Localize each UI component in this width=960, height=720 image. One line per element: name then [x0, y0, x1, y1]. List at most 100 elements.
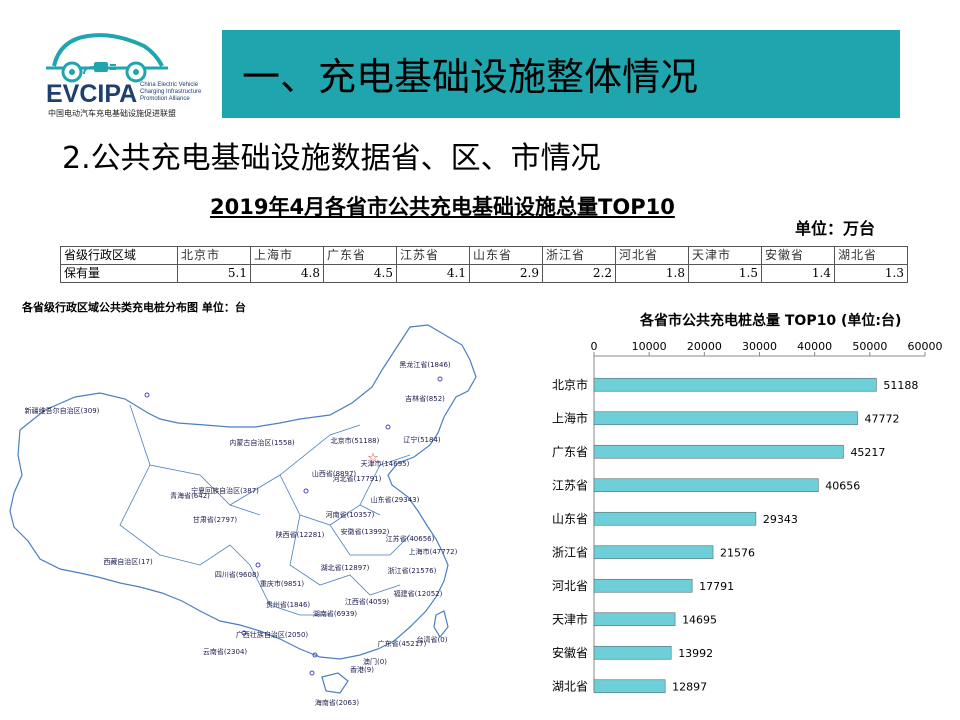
- province-table: 省级行政区域 北京市 上海市 广东省 江苏省 山东省 浙江省 河北省 天津市 安…: [60, 246, 908, 283]
- map-region-label: 甘肃省(2797): [193, 515, 238, 524]
- page-title: 一、充电基础设施整体情况: [242, 55, 699, 99]
- province-name-cell: 广东省: [323, 246, 397, 265]
- stock-value-cell: 4.5: [323, 264, 397, 283]
- category-label: 天津市: [552, 611, 588, 626]
- bar: [593, 444, 844, 459]
- category-label: 北京市: [552, 377, 588, 392]
- x-tick-label: 50000: [852, 340, 887, 353]
- map-region-label: 江苏省(40656): [386, 534, 435, 543]
- province-name-cell: 天津市: [688, 246, 762, 265]
- map-region-label: 上海市(47772): [409, 547, 458, 556]
- map-region-label: 广东省(45217): [378, 639, 427, 648]
- stock-value-cell: 4.1: [396, 264, 470, 283]
- logo-english-line-1: China Electric Vehicle: [140, 82, 199, 88]
- title-banner: 一、充电基础设施整体情况: [222, 30, 900, 118]
- province-name-row: 省级行政区域 北京市 上海市 广东省 江苏省 山东省 浙江省 河北省 天津市 安…: [60, 246, 908, 265]
- map-region-label: 广西壮族自治区(2050): [236, 630, 309, 639]
- category-label: 湖北省: [552, 678, 588, 693]
- x-tick-label: 0: [591, 340, 598, 353]
- map-region-label: 香港(9): [350, 665, 374, 674]
- city-marker-icon: [241, 630, 247, 636]
- map-region-label: 吉林省(852): [405, 394, 445, 403]
- province-boundary: [119, 404, 411, 616]
- map-region-label: 河南省(10357): [326, 510, 375, 519]
- province-name-cell: 河北省: [615, 246, 689, 265]
- map-region-label: 陕西省(12281): [276, 530, 325, 539]
- table-title: 2019年4月各省市公共充电基础设施总量TOP10: [210, 195, 675, 219]
- city-marker-icon: [437, 376, 443, 382]
- category-label: 浙江省: [552, 545, 588, 559]
- map-region-label: 海南省(2063): [315, 698, 360, 707]
- map-region-label: 湖南省(6939): [313, 609, 358, 618]
- bar: [593, 377, 877, 392]
- data-label: 51188: [883, 379, 918, 392]
- map-region-label: 浙江省(21576): [388, 566, 437, 575]
- map-region-label: 台湾省(0): [417, 635, 448, 644]
- bar: [593, 511, 757, 526]
- map-region-label: 湖北省(12897): [321, 563, 370, 572]
- map-region-label: 内蒙古自治区(1558): [229, 438, 295, 447]
- map-region-label: 辽宁(5184): [403, 435, 441, 444]
- map-title: 各省级行政区域公共类充电桩分布图 单位：台: [22, 301, 246, 314]
- map-region-label: 河北省(17791): [333, 474, 382, 483]
- stock-value-cell: 1.8: [615, 264, 689, 283]
- category-label: 河北省: [552, 579, 588, 593]
- data-label: 40656: [825, 479, 860, 492]
- map-region-label: 江西省(4059): [345, 597, 390, 606]
- data-label: 13992: [678, 647, 713, 660]
- city-marker-icon: [385, 424, 391, 430]
- map-region-label: 山西省(8897): [312, 469, 357, 478]
- stock-value-cell: 1.3: [834, 264, 908, 283]
- logo-english-line-3: Promotion Alliance: [140, 96, 190, 102]
- stock-value-cell: 2.9: [469, 264, 543, 283]
- map-region-label: 天津市(14695): [361, 459, 410, 468]
- x-tick-label: 60000: [908, 340, 943, 353]
- unit-label: 单位：万台: [795, 219, 876, 238]
- stock-value-cell: 2.2: [542, 264, 616, 283]
- city-marker-icon: [144, 392, 150, 398]
- data-label: 12897: [672, 680, 707, 693]
- province-name-cell: 浙江省: [542, 246, 616, 265]
- map-region-label: 安徽省(13992): [341, 527, 390, 536]
- bar: [593, 578, 693, 593]
- category-label: 广东省: [552, 445, 588, 459]
- city-marker-icon: [309, 670, 315, 676]
- province-name-cell: 上海市: [250, 246, 324, 265]
- province-name-cell: 江苏省: [396, 246, 470, 265]
- data-label: 47772: [865, 412, 900, 425]
- map-region-label: 福建省(12052): [394, 589, 443, 598]
- data-label: 29343: [763, 513, 798, 526]
- section-subheading: 2.公共充电基础设施数据省、区、市情况: [62, 141, 601, 176]
- bar: [593, 411, 858, 426]
- china-distribution-map: ☆ 黑龙江省(1846) 吉林省(852) 新疆维吾尔自治区(309) 辽宁(5184)…: [9, 324, 477, 707]
- data-label: 45217: [850, 446, 885, 459]
- logo-english-line-2: Charging Infrastructure: [140, 89, 202, 95]
- capital-star-icon: ☆: [367, 451, 379, 466]
- x-tick-label: 30000: [742, 340, 777, 353]
- row-header-region: 省级行政区域: [60, 246, 178, 265]
- map-region-label: 宁夏回族自治区(387): [191, 486, 259, 495]
- province-name-cell: 山东省: [469, 246, 543, 265]
- evcipa-logo: EVCIPA China Electric Vehicle Charging I…: [40, 22, 210, 122]
- logo-acronym: EVCIPA: [46, 80, 137, 108]
- bar: [593, 545, 714, 560]
- x-tick-label: 20000: [687, 340, 722, 353]
- category-label: 山东省: [552, 512, 588, 526]
- map-region-label: 重庆市(9851): [260, 579, 305, 588]
- map-region-label: 西藏自治区(17): [103, 557, 153, 566]
- province-name-cell: 安徽省: [761, 246, 835, 265]
- category-label: 上海市: [552, 410, 588, 425]
- map-region-label: 青海省(642): [170, 491, 210, 500]
- taiwan-island: [433, 610, 449, 639]
- map-region-label: 黑龙江省(1846): [399, 360, 451, 369]
- row-header-stock: 保有量: [60, 264, 178, 283]
- map-region-label: 四川省(9608): [215, 570, 260, 579]
- x-tick-label: 40000: [797, 340, 832, 353]
- hainan-island: [321, 672, 349, 694]
- map-region-label: 云南省(2304): [203, 647, 248, 656]
- chart-title: 各省市公共充电桩总量 TOP10 (单位:台): [640, 313, 902, 329]
- top10-bar-chart: 0 10000 20000 30000 40000 50000 60000 北京市 51188…: [552, 340, 943, 693]
- data-label: 17791: [699, 580, 734, 593]
- map-region-label: 贵州省(1846): [266, 600, 311, 609]
- data-label: 14695: [682, 613, 717, 626]
